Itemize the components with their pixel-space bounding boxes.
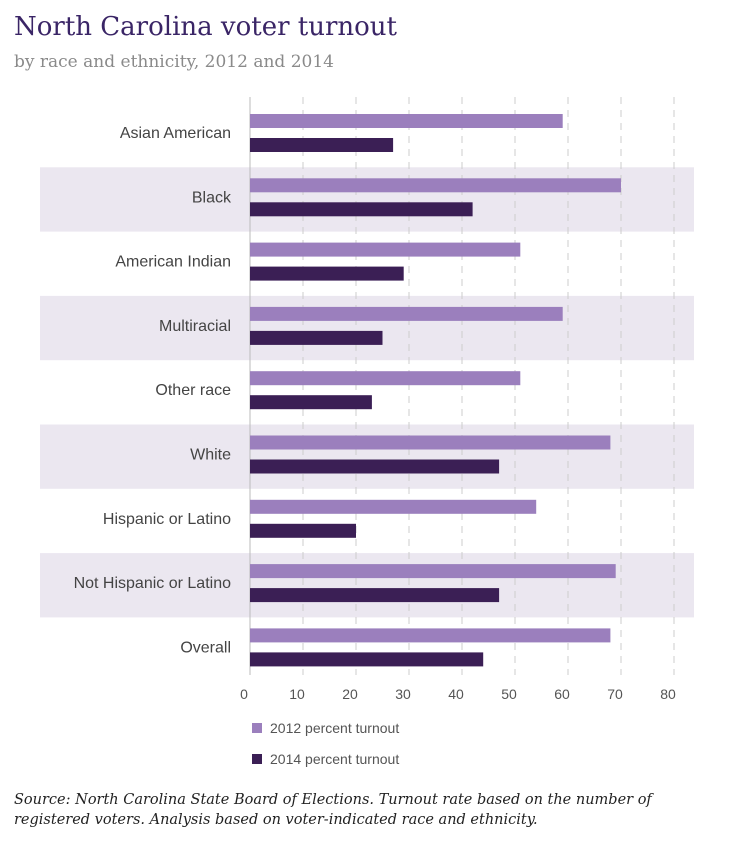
- category-label: American Indian: [115, 254, 231, 271]
- bar-2012: [250, 114, 563, 128]
- x-tick-label: 70: [607, 686, 623, 700]
- legend-swatch-2012: [252, 723, 262, 733]
- x-tick-label: 0: [240, 686, 248, 700]
- bar-2012: [250, 371, 521, 386]
- bar-2014: [250, 523, 356, 538]
- category-label: Hispanic or Latino: [103, 511, 231, 528]
- source-note: Source: North Carolina State Board of El…: [14, 792, 652, 828]
- chart-title: North Carolina voter turnout: [14, 12, 397, 42]
- bar-2012: [250, 242, 521, 257]
- bar-2014: [250, 395, 372, 410]
- row-band: [40, 167, 694, 232]
- x-tick-label: 20: [342, 686, 358, 700]
- bar-2014: [250, 652, 484, 667]
- bar-2012: [250, 564, 616, 579]
- legend-label-2014: 2014 percent turnout: [270, 751, 400, 767]
- bar-2012: [250, 435, 611, 450]
- x-tick-label: 80: [660, 686, 676, 700]
- x-tick-label: 50: [501, 686, 517, 700]
- category-label: Overall: [180, 639, 231, 656]
- bar-2014: [250, 266, 404, 281]
- category-label: White: [190, 447, 231, 464]
- legend-item-2014: 2014 percent turnout: [252, 751, 399, 767]
- category-label: Not Hispanic or Latino: [74, 575, 232, 592]
- row-band: [40, 553, 694, 618]
- bar-2014: [250, 138, 394, 152]
- legend-swatch-2014: [252, 754, 262, 764]
- bar-chart: Asian American Black American Indian Multir…: [40, 97, 694, 700]
- x-tick-label: 40: [448, 686, 464, 700]
- bar-2014: [250, 459, 500, 474]
- x-tick-label: 60: [554, 686, 570, 700]
- category-label: Multiracial: [159, 318, 231, 335]
- bar-2012: [250, 306, 563, 321]
- legend-item-2012: 2012 percent turnout: [252, 720, 399, 736]
- x-tick-label: 10: [289, 686, 305, 700]
- bar-2014: [250, 330, 383, 345]
- row-band: [40, 295, 694, 361]
- row-band: [40, 424, 694, 489]
- chart-subtitle: by race and ethnicity, 2012 and 2014: [14, 52, 334, 72]
- bar-2014: [250, 202, 473, 217]
- bar-2012: [250, 178, 621, 193]
- category-label: Black: [192, 189, 232, 206]
- bar-2014: [250, 588, 500, 603]
- bar-2012: [250, 499, 537, 514]
- category-label: Other race: [155, 382, 231, 399]
- x-tick-label: 30: [395, 686, 411, 700]
- legend-label-2012: 2012 percent turnout: [270, 720, 400, 736]
- category-label: Asian American: [120, 125, 231, 142]
- bar-2012: [250, 628, 611, 643]
